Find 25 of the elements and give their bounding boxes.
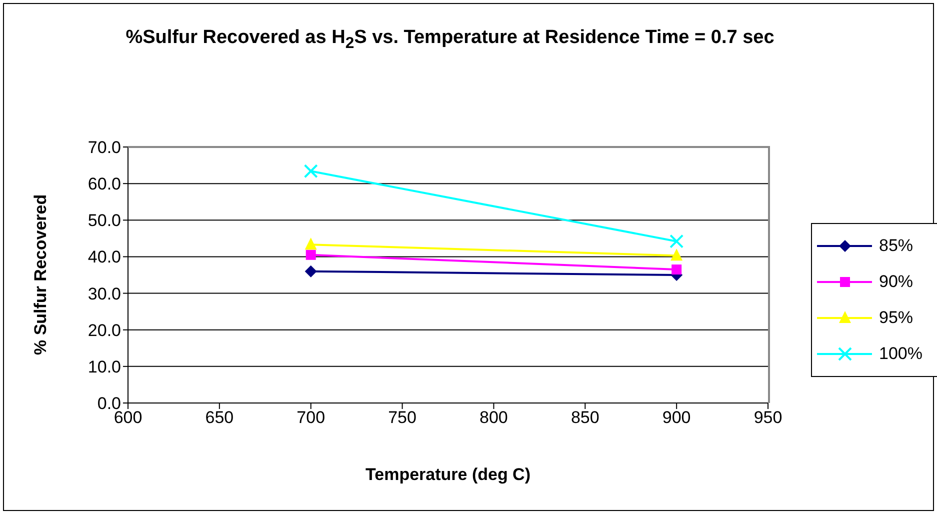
y-axis-title: % Sulfur Recovered (31, 194, 50, 355)
x-tick-label: 950 (754, 408, 782, 428)
x-tick-label: 600 (114, 408, 142, 428)
y-tick-label: 60.0 (88, 174, 121, 194)
x-tick-label: 650 (205, 408, 234, 428)
legend-label: 90% (879, 272, 914, 292)
point (306, 250, 316, 260)
legend-label: 100% (879, 344, 922, 364)
x-tick-label: 800 (480, 408, 508, 428)
x-tick-label: 900 (662, 408, 691, 428)
point (672, 264, 682, 275)
x-tick-label: 850 (570, 408, 600, 428)
legend-label: 95% (879, 308, 914, 328)
y-tick-label: 40.0 (88, 248, 121, 267)
y-tick-label: 10.0 (88, 357, 121, 376)
y-tick-label: 30.0 (88, 284, 121, 304)
y-tick-label: 70.0 (88, 138, 121, 158)
chart-title: %Sulfur Recovered as H$_{2}$S vs. Temperature at Residence Time = 0.7 sec (124, 26, 776, 54)
point (304, 265, 317, 278)
x-tick-label: 700 (296, 408, 326, 428)
x-tick-label: 750 (388, 408, 416, 428)
y-tick-label: 20.0 (88, 320, 121, 340)
y-tick-label: 50.0 (88, 211, 121, 230)
x-axis-title: Temperature (deg C) (366, 465, 530, 484)
legend-label: 85% (879, 236, 914, 256)
